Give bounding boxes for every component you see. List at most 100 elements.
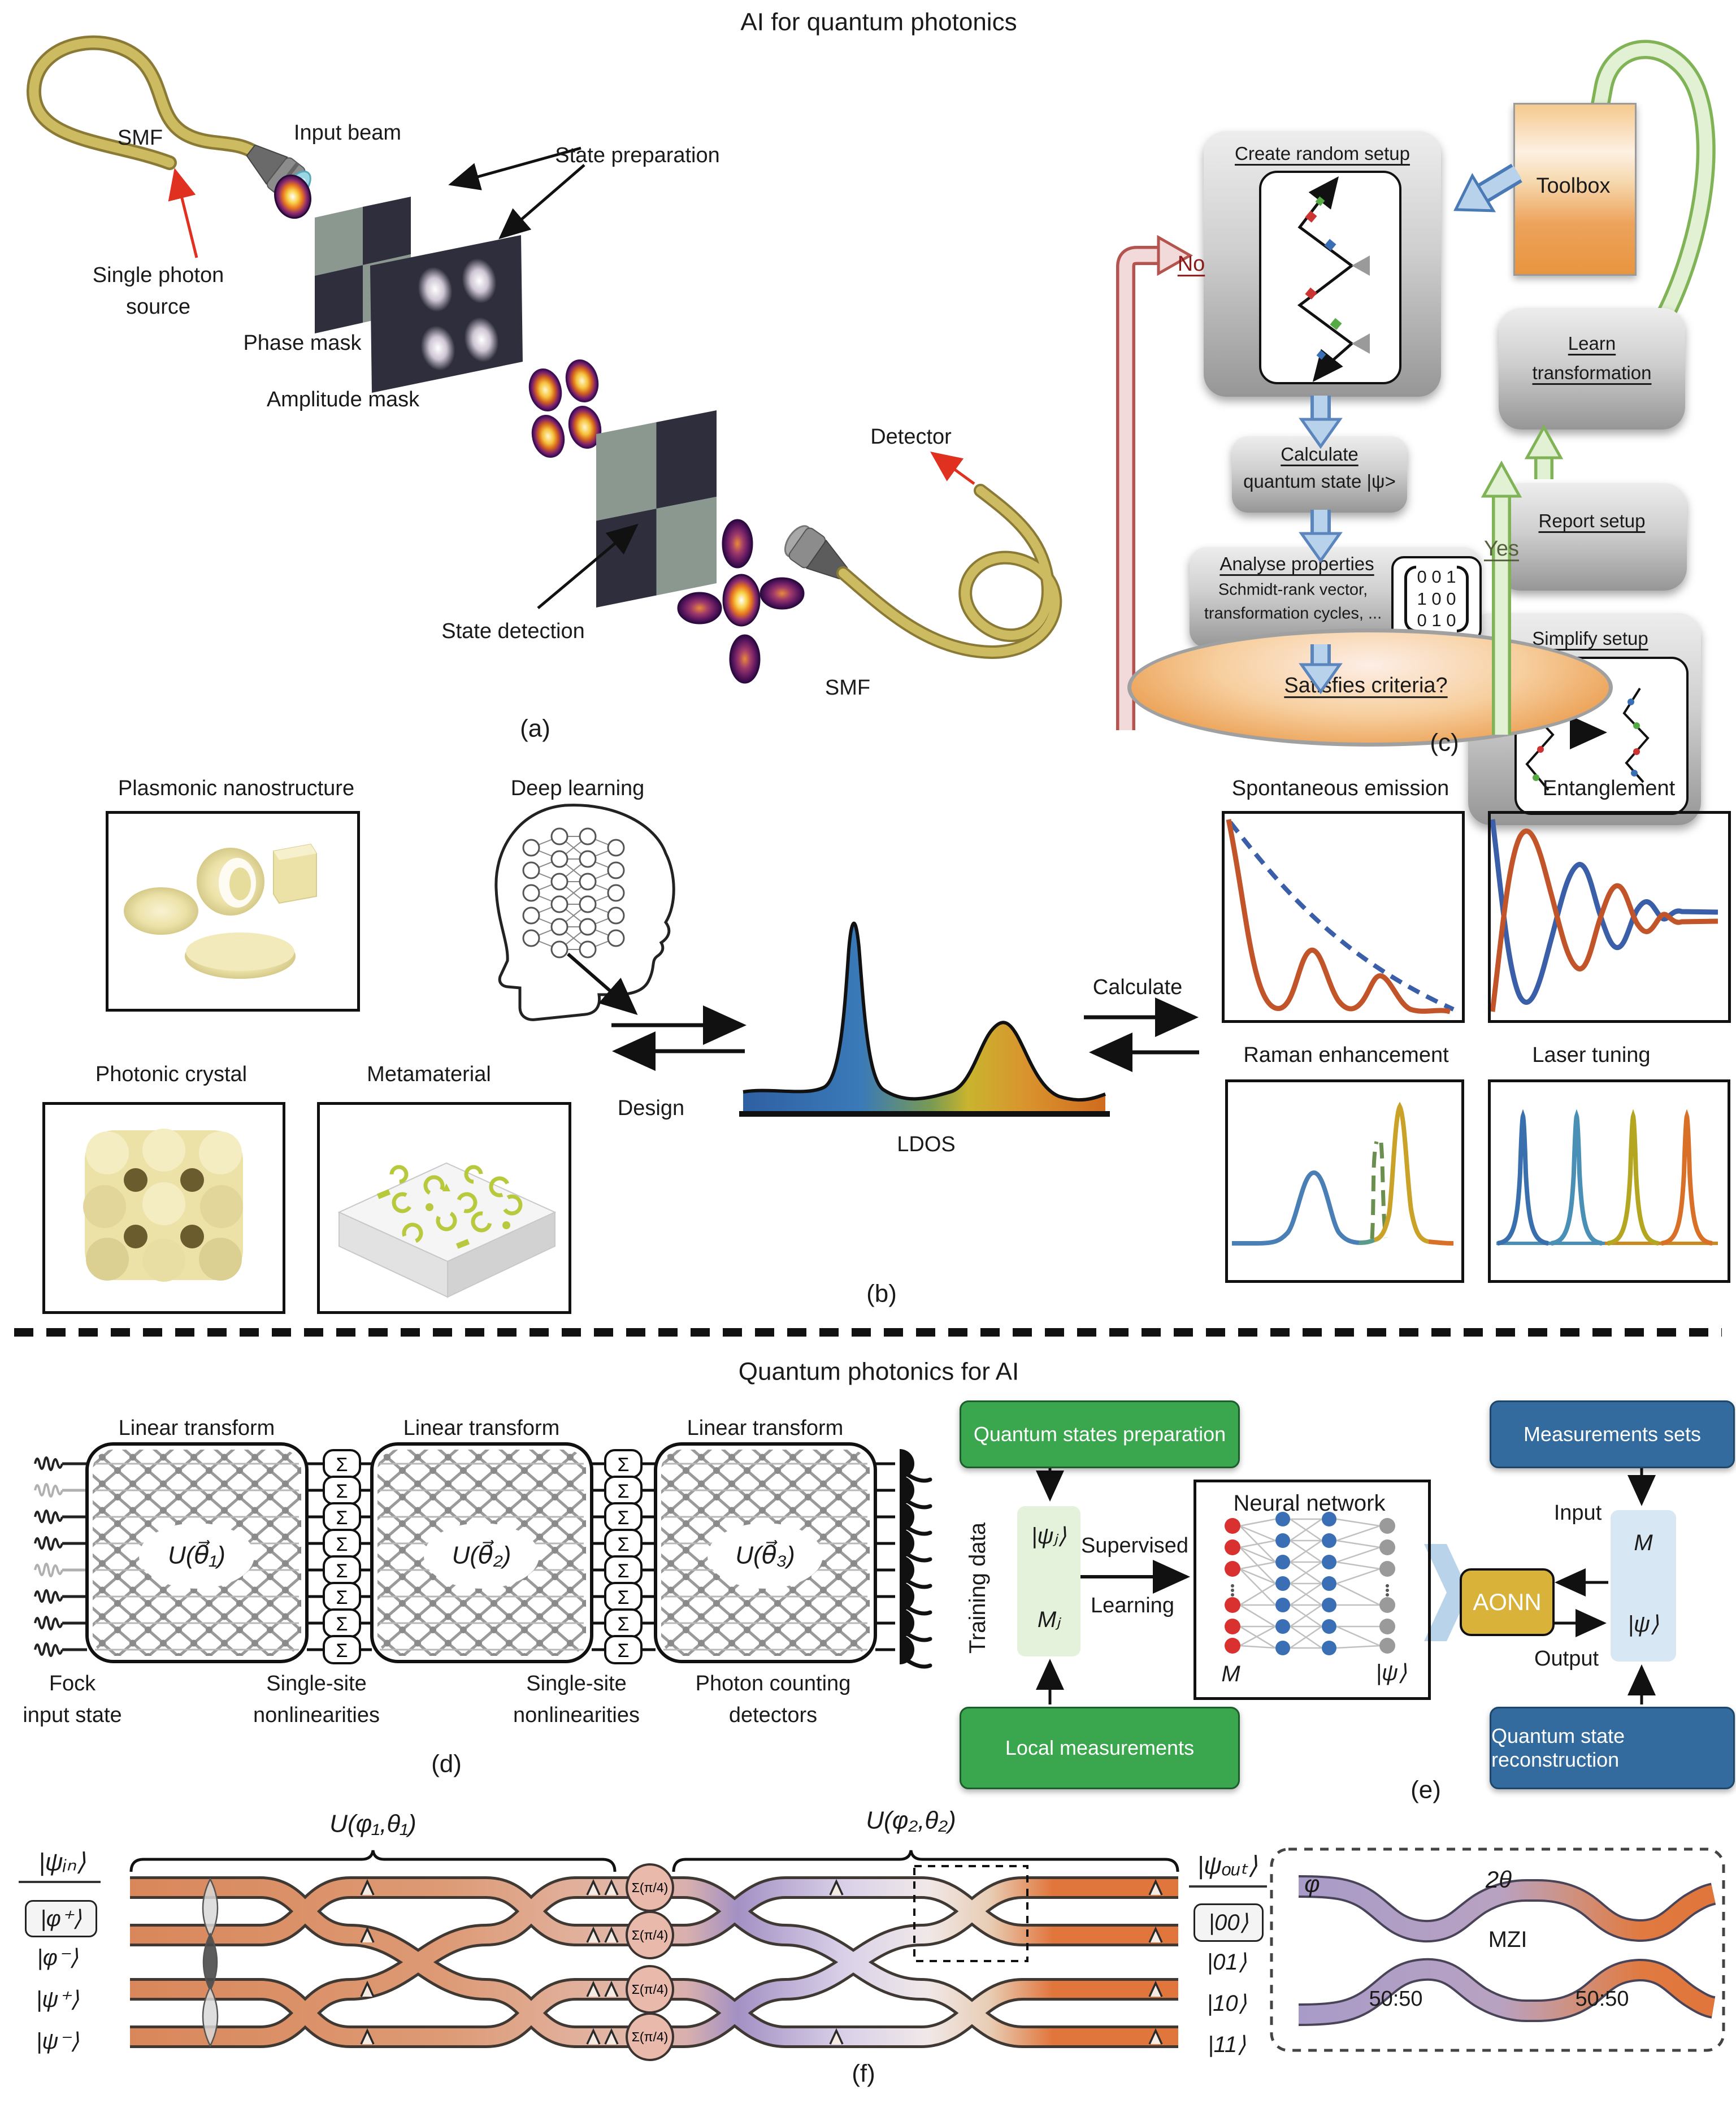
- panel-c-arrows: [1116, 40, 1716, 730]
- mzi-label: MZI: [1488, 1927, 1527, 1952]
- report-to-learn-arrow: [1524, 424, 1564, 479]
- sigma-glyph: Σ: [617, 1640, 629, 1662]
- panel-a-art: [26, 35, 1062, 684]
- amplitude-mask: [370, 235, 523, 393]
- psi-out-label: |ψₒᵤₜ⟩: [1197, 1851, 1258, 1880]
- entanglement-box: [1488, 811, 1731, 1023]
- panel-f-art: Σ(π/4) Σ(π/4) Σ(π/4) Σ(π/4): [19, 1847, 1725, 2061]
- smf-fiber-detector: [836, 484, 1062, 660]
- quantum-state-reconstruction-box: Quantum state reconstruction: [1490, 1707, 1735, 1789]
- sigma-glyph: Σ: [336, 1507, 348, 1529]
- linear-transform-label-1: Linear transform: [118, 1416, 275, 1441]
- qsr-label: Quantum state reconstruction: [1491, 1724, 1625, 1771]
- learn-transformation-box: [1499, 308, 1685, 430]
- input-beam-label: Input beam: [293, 121, 402, 145]
- psi-j-label: |ψⱼ⟩: [1031, 1524, 1067, 1549]
- metamaterial-box: [317, 1102, 571, 1314]
- aonn-label: AONN: [1473, 1589, 1542, 1615]
- mzi-inset: [1270, 1847, 1725, 2052]
- single-photon-label-2: source: [125, 295, 191, 319]
- no-arrow: [1116, 235, 1194, 730]
- detector-label: Detector: [870, 425, 952, 449]
- report-setup-label: Report setup: [1538, 510, 1646, 532]
- create-random-setup-label: Create random setup: [1234, 143, 1410, 164]
- sigma-glyph: Σ: [336, 1454, 348, 1476]
- learning-label: Learning: [1091, 1594, 1174, 1618]
- sigma-glyph: Σ: [336, 1481, 348, 1502]
- nonlin-label-1b: nonlinearities: [253, 1703, 380, 1728]
- sigma-pi4-nodes: Σ(π/4) Σ(π/4) Σ(π/4) Σ(π/4): [626, 1863, 674, 2061]
- state-preparation-arrow-2: [498, 164, 585, 240]
- sigma-pi4-glyph: Σ(π/4): [632, 1982, 669, 1997]
- graph-title-ent: Entanglement: [1542, 777, 1676, 801]
- report-setup-box: [1498, 483, 1687, 591]
- panel-f-label: (f): [852, 2059, 875, 2088]
- raman-curves: [1232, 1101, 1454, 1246]
- bell-phi-plus: |φ⁺⟩: [40, 1906, 82, 1931]
- input-beam-mode: [274, 174, 311, 219]
- quantum-states-preparation-box: Quantum states preparation: [960, 1400, 1240, 1468]
- create-setup-circuit: [1297, 176, 1370, 382]
- entangled-input-symbol: [202, 1877, 219, 2048]
- calculate-arrow-label: Calculate: [1092, 975, 1183, 1000]
- nonlinearity-column-1: Σ Σ Σ Σ Σ Σ Σ Σ: [323, 1449, 361, 1664]
- sigma-glyph: Σ: [617, 1481, 629, 1502]
- sigma-pi4-glyph: Σ(π/4): [632, 1880, 669, 1895]
- phi-label: φ: [1304, 1870, 1320, 1897]
- analyse-line-2: transformation cycles, ...: [1204, 604, 1382, 623]
- photonic-crystal-box: [42, 1102, 285, 1314]
- learn-label-2: transformation: [1532, 362, 1652, 384]
- title-ai-for-quantum-photonics: AI for quantum photonics: [740, 8, 1017, 36]
- blue-down-arrow-1: [1299, 396, 1343, 449]
- learn-label-1: Learn: [1568, 333, 1616, 354]
- laser-box: [1488, 1079, 1730, 1283]
- amplitude-mask-label: Amplitude mask: [266, 388, 420, 412]
- panel-b-label: (b): [866, 1279, 897, 1308]
- sigma-glyph: Σ: [336, 1587, 348, 1608]
- section-divider: [14, 1328, 1722, 1337]
- ldos-label: LDOS: [897, 1133, 956, 1157]
- bell-psi-minus: |ψ⁻⟩: [36, 2029, 80, 2054]
- ms-label: Measurements sets: [1523, 1422, 1702, 1446]
- photon-label-1: Photon counting: [695, 1672, 851, 1696]
- no-label: No: [1177, 252, 1205, 276]
- smf-source-label: SMF: [117, 126, 163, 150]
- sigma-glyph: Σ: [617, 1587, 629, 1608]
- measurements-sets-box: Measurements sets: [1490, 1400, 1735, 1468]
- u1-brace: [129, 1850, 617, 1872]
- basis-11: |11⟩: [1208, 2032, 1246, 2057]
- aonn-box: AONN: [1460, 1568, 1555, 1636]
- toolbox-label: Toolbox: [1536, 174, 1611, 198]
- supervised-label: Supervised: [1080, 1534, 1189, 1558]
- detector-arrow: [930, 452, 975, 485]
- split-ratio-1: 50:50: [1369, 1987, 1423, 2011]
- graph-title-se: Spontaneous emission: [1231, 777, 1449, 801]
- phase-mask-label: Phase mask: [243, 331, 362, 355]
- bell-phi-minus: |φ⁻⟩: [37, 1945, 79, 1970]
- ldos-curve: [739, 921, 1110, 1117]
- deep-learning-head: [494, 804, 675, 1021]
- panel-d-label: (d): [431, 1750, 462, 1778]
- linear-transform-label-2: Linear transform: [403, 1416, 560, 1441]
- single-photon-label-1: Single photon: [92, 263, 224, 288]
- linear-transform-label-3: Linear transform: [687, 1416, 844, 1441]
- photonic-crystal-shape: [83, 1129, 243, 1282]
- fock-label-2: input state: [23, 1703, 122, 1728]
- panel-d-art: Σ Σ Σ Σ Σ Σ Σ Σ Σ Σ Σ Σ Σ Σ Σ Σ: [34, 1385, 972, 1780]
- split-ratio-2: 50:50: [1575, 1987, 1629, 2011]
- fock-label-1: Fock: [49, 1672, 96, 1696]
- sigma-glyph: Σ: [336, 1560, 348, 1582]
- panel-c-flow-arrows: [1299, 163, 1564, 735]
- training-pair-box: [1017, 1506, 1080, 1656]
- local-measurements-box: Local measurements: [960, 1707, 1240, 1789]
- sigma-glyph: Σ: [617, 1507, 629, 1529]
- state-preparation-arrow-1: [448, 146, 581, 190]
- u2-brace: [672, 1850, 1179, 1872]
- sigma-glyph: Σ: [336, 1613, 348, 1635]
- design-arrow-label: Design: [617, 1096, 685, 1121]
- u-phi1-theta1-label: U(φ₁,θ₁): [329, 1810, 416, 1838]
- neural-network-box: [1194, 1480, 1431, 1700]
- satisfies-ellipse: [1127, 628, 1613, 747]
- nn-psi-label: |ψ⟩: [1375, 1660, 1407, 1685]
- sigma-pi4-glyph: Σ(π/4): [632, 1928, 669, 1942]
